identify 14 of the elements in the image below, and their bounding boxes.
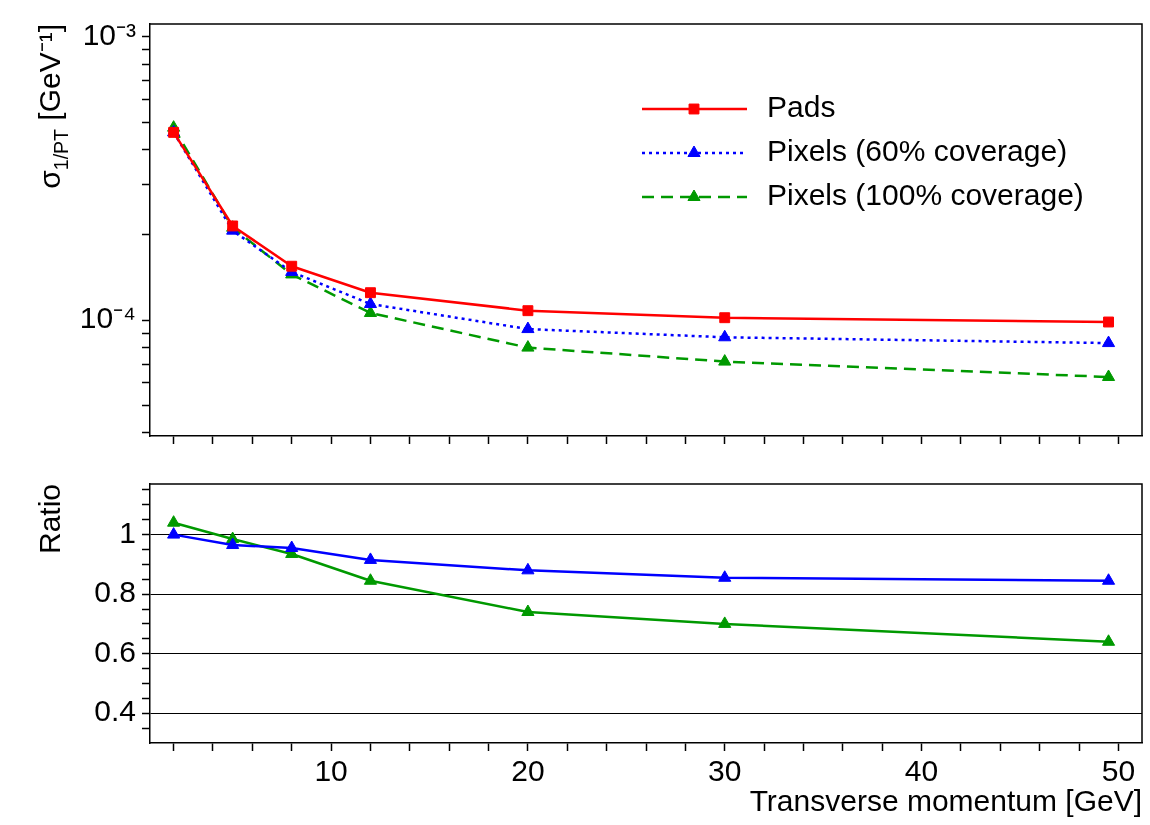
y-tick-label: 0.4: [94, 694, 136, 728]
x-tick-label: 10: [314, 754, 348, 788]
legend-label: Pixels (60% coverage): [767, 134, 1068, 168]
legend-label: Pixels (100% coverage): [767, 178, 1084, 212]
y-axis-title: σ1/PT [GeV⁻¹]: [33, 23, 72, 189]
y-tick-label: 10⁻⁴: [79, 301, 136, 335]
y-tick-label: 0.8: [94, 575, 136, 609]
y-axis-title: Ratio: [33, 483, 66, 555]
x-tick-label: 30: [708, 754, 742, 788]
y-tick-label: 1: [119, 515, 136, 549]
legend-label: Pads: [767, 90, 836, 124]
y-tick-label: 0.6: [94, 634, 136, 668]
x-tick-label: 20: [511, 754, 545, 788]
y-tick-label: 10⁻³: [82, 18, 137, 52]
